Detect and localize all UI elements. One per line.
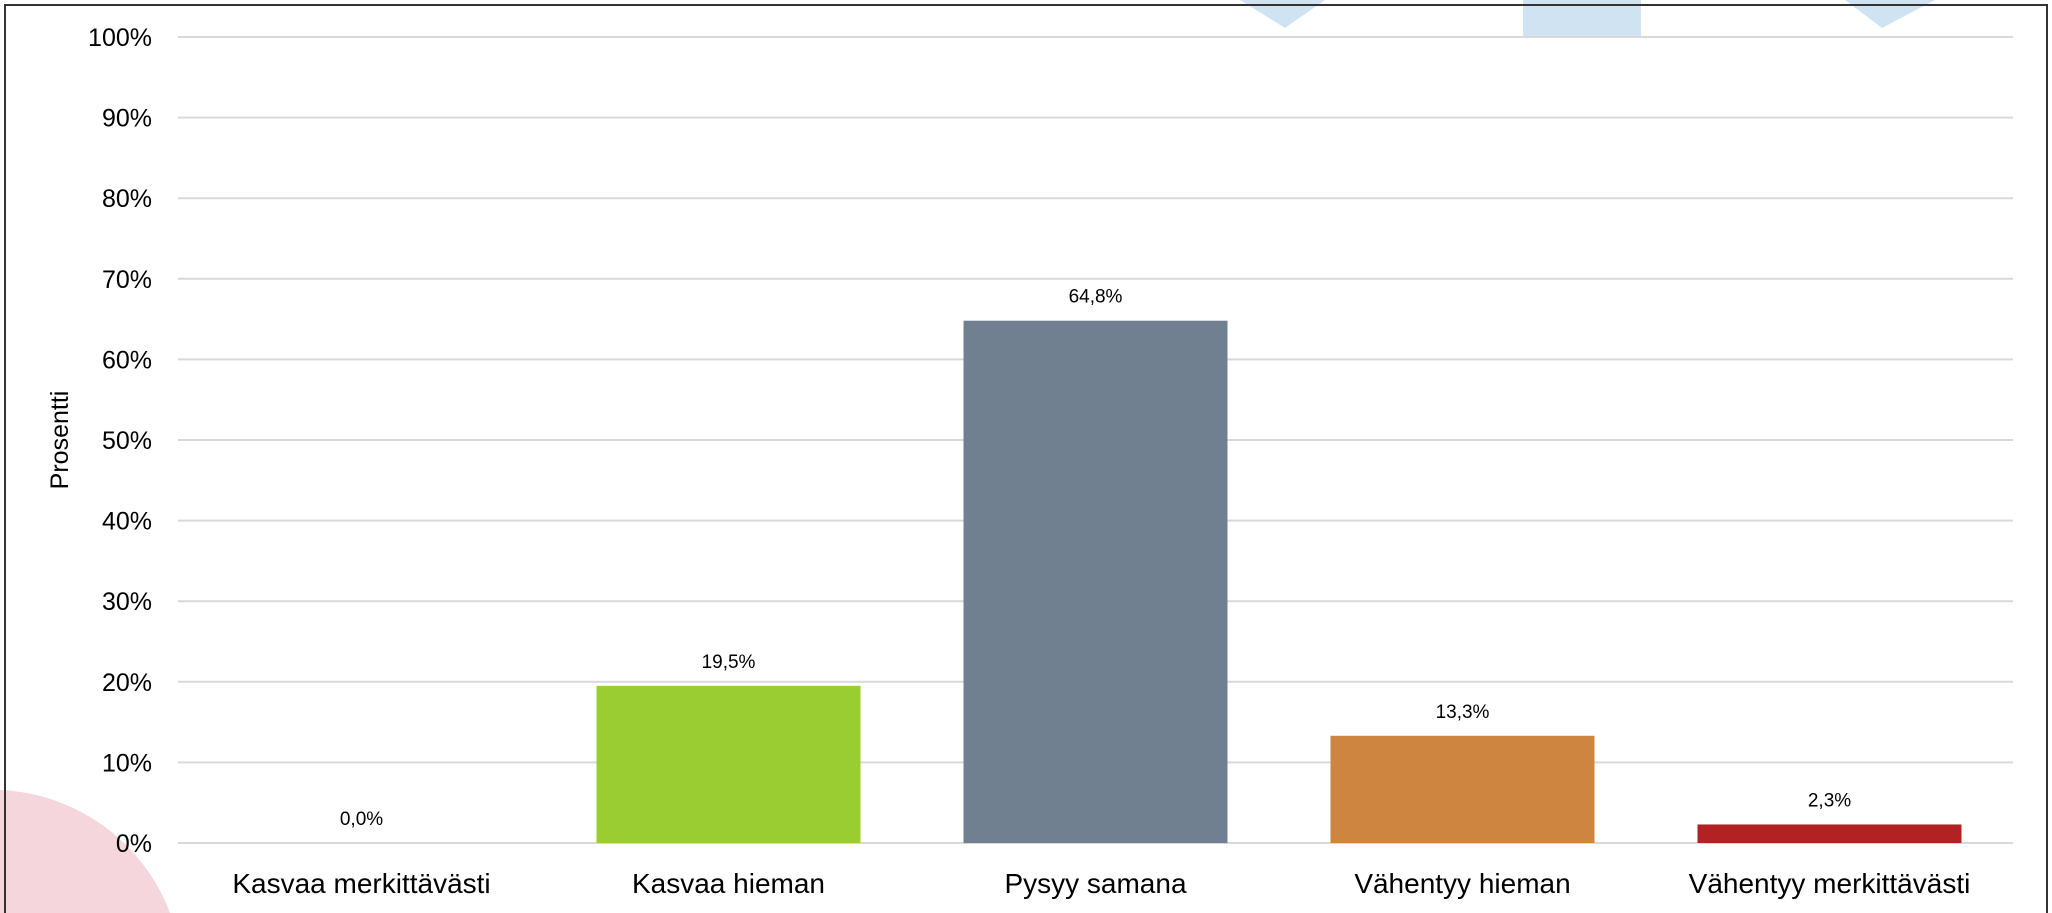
data-labels: 0,0% 19,5% 64,8% 13,3% 2,3%: [340, 287, 1851, 830]
x-tick-label: Kasvaa hieman: [632, 868, 825, 899]
data-label: 0,0%: [340, 809, 383, 830]
y-tick-label: 50%: [102, 427, 152, 455]
bar: [1330, 735, 1595, 843]
x-tick-label: Kasvaa merkittävästi: [232, 868, 490, 899]
data-label: 2,3%: [1808, 790, 1851, 811]
y-tick-label: 40%: [102, 508, 152, 536]
watermark-pink-arc: [0, 790, 170, 913]
y-tick-label: 90%: [102, 105, 152, 133]
x-tick-label: Pysyy samana: [1004, 868, 1186, 899]
chart-border: [4, 4, 2048, 913]
y-axis-title: Prosentti: [46, 391, 74, 490]
x-tick-label: Vähentyy hieman: [1354, 868, 1570, 899]
y-tick-label: 0%: [116, 830, 152, 858]
y-tick-label: 100%: [88, 24, 152, 52]
y-tick-label: 30%: [102, 588, 152, 616]
y-tick-label: 10%: [102, 749, 152, 777]
y-tick-label: 60%: [102, 346, 152, 374]
y-axis-tick-labels: 0% 10% 20% 30% 40% 50% 60% 70% 80% 90% 100%: [88, 24, 152, 858]
bar: [1697, 824, 1962, 843]
watermark-blue-shape-left: [1240, 0, 1325, 28]
bars: [596, 320, 1962, 843]
data-label: 19,5%: [702, 652, 756, 673]
y-tick-label: 20%: [102, 669, 152, 697]
y-tick-label: 70%: [102, 266, 152, 294]
x-axis-tick-labels: Kasvaa merkittävästi Kasvaa hieman Pysyy s…: [232, 868, 1970, 899]
watermark-blue-shape-right: [1845, 0, 1935, 28]
bar: [963, 320, 1228, 843]
data-label: 64,8%: [1069, 287, 1123, 308]
y-tick-label: 80%: [102, 185, 152, 213]
x-tick-label: Vähentyy merkittävästi: [1689, 868, 1971, 899]
data-label: 13,3%: [1436, 702, 1490, 723]
bar: [596, 685, 861, 843]
